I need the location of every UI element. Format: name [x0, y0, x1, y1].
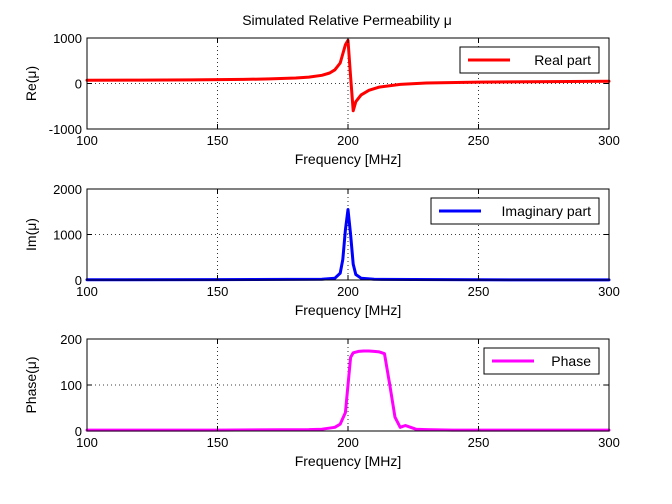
y-tick-label: -1000: [49, 122, 82, 137]
y-tick-label: 1000: [53, 228, 82, 243]
legend: Real part: [459, 46, 600, 74]
series-line: [85, 208, 611, 282]
subplot-2: 100 150 200 250 300 0 1000 2000 Frequency [MHz] I…: [23, 182, 620, 318]
series-line: [85, 38, 611, 113]
x-axis-label: Frequency [MHz]: [295, 151, 402, 167]
y-axis-label: Phase(μ): [23, 356, 39, 413]
x-tick-label: 150: [207, 435, 229, 450]
x-tick-label: 100: [76, 284, 98, 299]
subplot-1: 100 150 200 250 300 -1000 0 1000 Frequency [MHz]…: [23, 31, 620, 167]
x-axis-label: Frequency [MHz]: [295, 302, 402, 318]
y-tick-label: 1000: [53, 31, 82, 46]
y-tick-label: 200: [60, 332, 82, 347]
x-tick-label: 100: [76, 133, 98, 148]
x-tick-label: 150: [207, 284, 229, 299]
x-tick-label: 300: [598, 133, 620, 148]
y-tick-label: 100: [60, 378, 82, 393]
y-tick-label: 0: [75, 273, 82, 288]
x-tick-label: 200: [337, 133, 359, 148]
x-axis-label: Frequency [MHz]: [295, 453, 402, 469]
y-tick-label: 2000: [53, 182, 82, 197]
x-tick-label: 250: [468, 435, 490, 450]
y-tick-label: 0: [75, 77, 82, 92]
x-tick-label: 150: [207, 133, 229, 148]
legend: Imaginary part: [430, 197, 600, 225]
legend-entry: Real part: [534, 52, 591, 68]
x-tick-label: 200: [337, 435, 359, 450]
x-tick-label: 200: [337, 284, 359, 299]
x-tick-label: 100: [76, 435, 98, 450]
y-axis-label: Im(μ): [23, 218, 39, 251]
legend: Phase: [483, 347, 600, 375]
series-line: [85, 349, 611, 432]
legend-entry: Phase: [551, 353, 591, 369]
y-tick-label: 0: [75, 424, 82, 439]
x-tick-label: 300: [598, 284, 620, 299]
x-tick-label: 300: [598, 435, 620, 450]
x-tick-label: 250: [468, 284, 490, 299]
x-tick-label: 250: [468, 133, 490, 148]
y-axis-label: Re(μ): [23, 66, 39, 101]
legend-entry: Imaginary part: [502, 203, 592, 219]
figure-title: Simulated Relative Permeability μ: [242, 12, 452, 28]
